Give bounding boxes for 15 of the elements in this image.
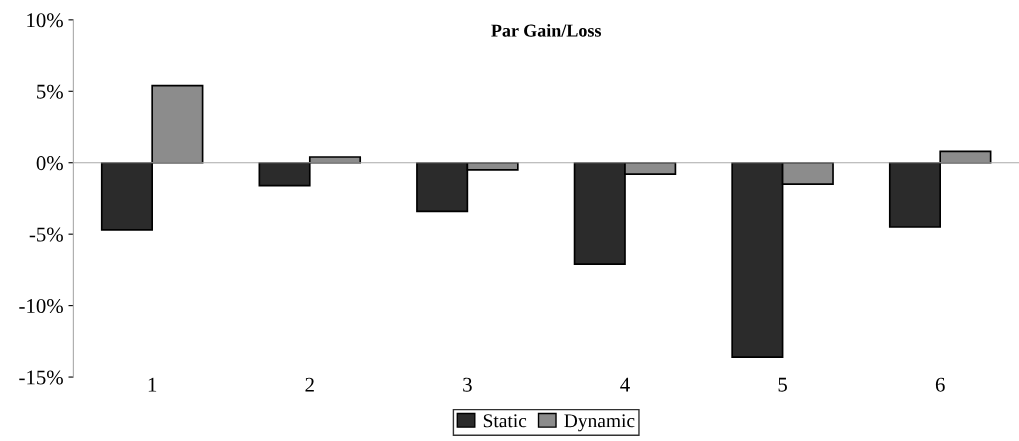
y-tick-label: 0% — [36, 156, 63, 171]
y-tick-label: -15% — [19, 370, 63, 385]
y-tick-label: -10% — [19, 298, 63, 314]
legend-label: Dynamic — [564, 414, 635, 432]
legend-label: Static — [483, 414, 527, 428]
x-tick-label: 6 — [935, 377, 945, 392]
x-tick-label: 2 — [305, 377, 314, 392]
x-tick-label: 4 — [620, 377, 630, 392]
x-tick-label: 3 — [463, 377, 472, 392]
y-tick-label: 10% — [27, 13, 63, 28]
y-tick-label: -5% — [29, 227, 63, 242]
chart-title: Par Gain/Loss — [491, 23, 602, 37]
y-tick-label: 5% — [37, 84, 63, 99]
x-tick-label: 5 — [778, 377, 787, 392]
x-tick-label: 1 — [148, 377, 157, 392]
